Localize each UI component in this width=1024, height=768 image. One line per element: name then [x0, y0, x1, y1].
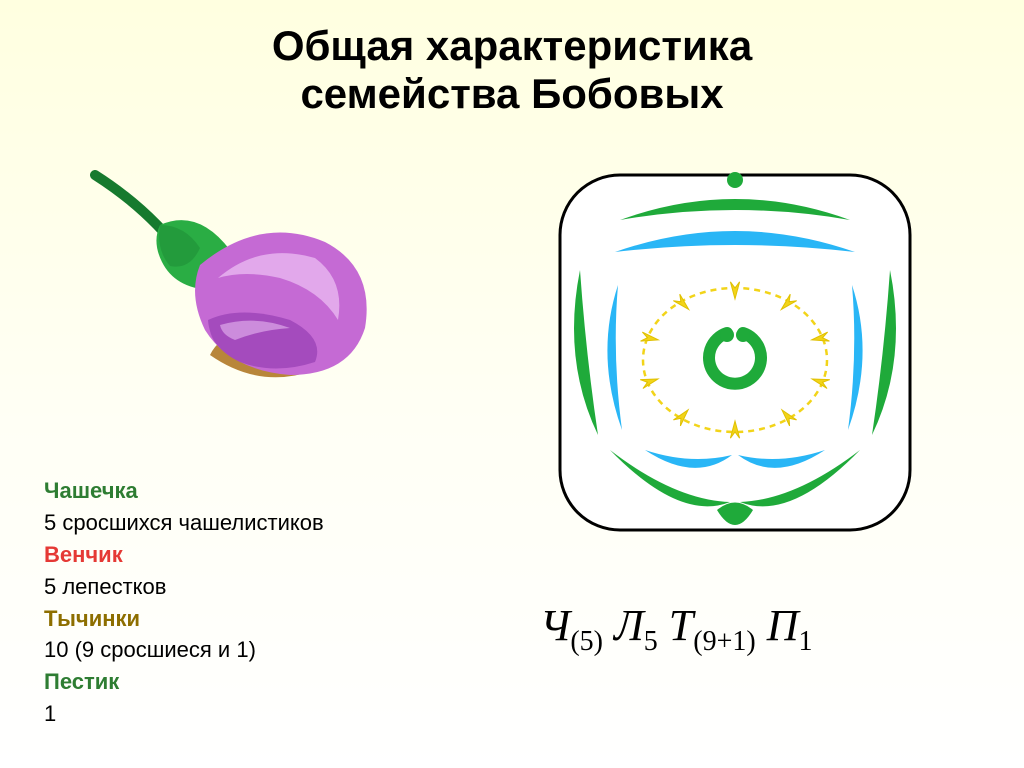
legend-label: Тычинки [44, 603, 324, 635]
legend-desc: 5 сросшихся чашелистиков [44, 507, 324, 539]
floral-diagram [540, 160, 930, 550]
legend-label: Пестик [44, 666, 324, 698]
slide-root: Общая характеристика семейства Бобовых Ч… [0, 0, 1024, 768]
flower-parts-legend: Чашечка5 сросшихся чашелистиковВенчик5 л… [44, 475, 324, 730]
legend-label: Венчик [44, 539, 324, 571]
legend-desc: 1 [44, 698, 324, 730]
title-line-2: семейства Бобовых [300, 70, 723, 117]
formula-term: Ч(5) [540, 601, 603, 650]
legend-desc: 10 (9 сросшиеся и 1) [44, 634, 324, 666]
formula-term: Т(9+1) [669, 601, 756, 650]
formula-term: П1 [767, 601, 813, 650]
floral-diagram-svg [540, 160, 930, 550]
floral-formula: Ч(5) Л5 Т(9+1) П1 [540, 600, 813, 658]
title-line-1: Общая характеристика [272, 22, 752, 69]
formula-term: Л5 [614, 601, 658, 650]
slide-title: Общая характеристика семейства Бобовых [0, 22, 1024, 119]
flower-svg [90, 170, 390, 410]
legend-desc: 5 лепестков [44, 571, 324, 603]
pea-flower-illustration [90, 170, 390, 410]
legend-label: Чашечка [44, 475, 324, 507]
